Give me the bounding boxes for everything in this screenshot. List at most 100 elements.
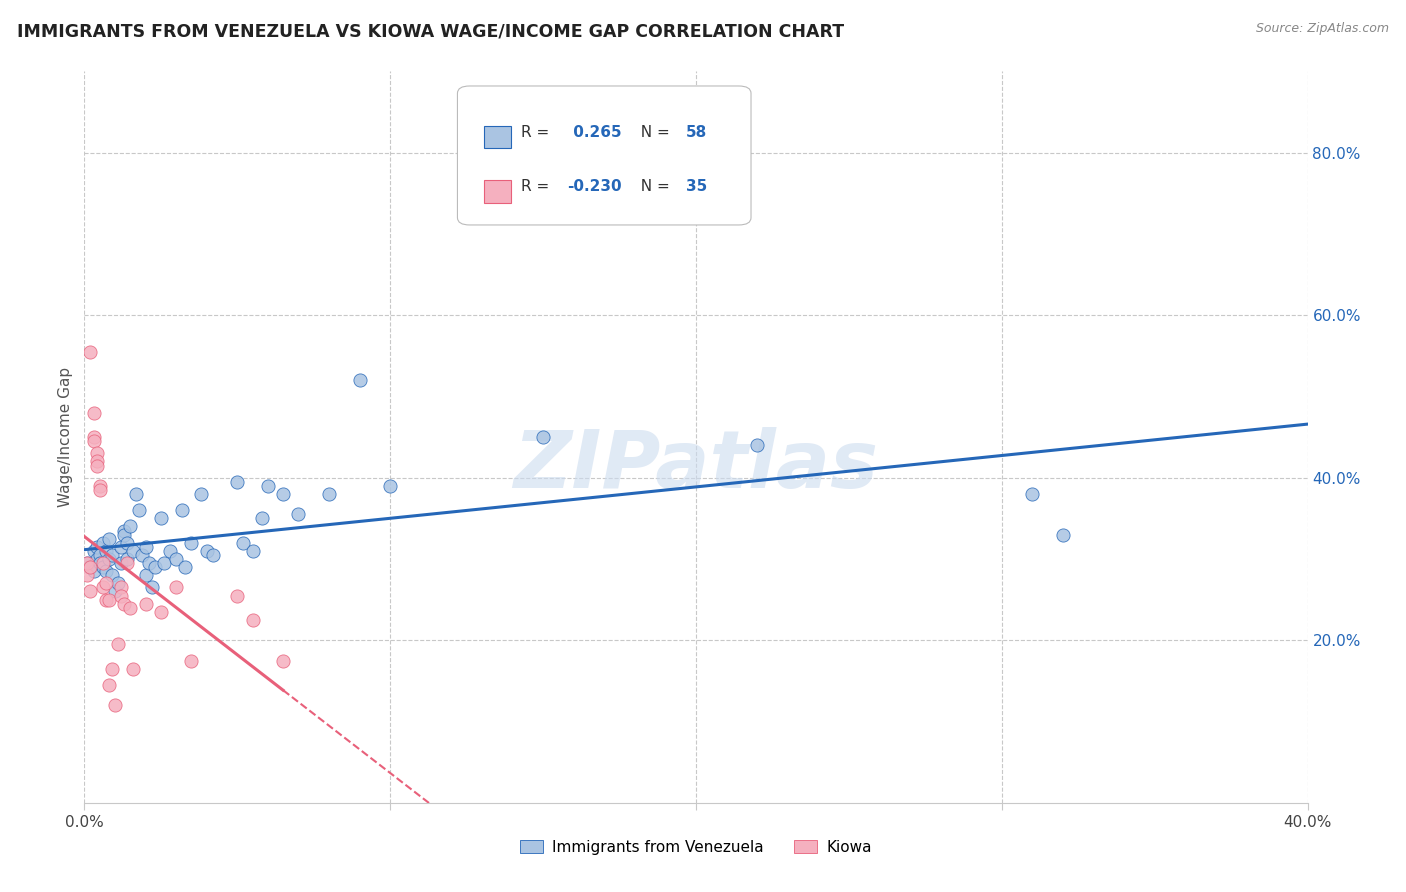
Point	[101, 548, 124, 562]
Point	[97, 552, 120, 566]
FancyBboxPatch shape	[457, 86, 751, 225]
Point	[747, 438, 769, 452]
Point	[232, 535, 254, 549]
Text: -0.230: -0.230	[568, 179, 623, 194]
Point	[110, 581, 132, 595]
Text: R =: R =	[522, 125, 554, 139]
Point	[89, 548, 111, 562]
Text: N =: N =	[631, 125, 675, 139]
Text: 0.265: 0.265	[568, 125, 621, 139]
Bar	[484, 180, 512, 203]
Point	[165, 552, 187, 566]
Point	[271, 487, 294, 501]
Text: 58: 58	[686, 125, 707, 139]
Point	[131, 548, 153, 562]
Point	[91, 535, 114, 549]
Point	[226, 475, 249, 489]
Point	[97, 532, 120, 546]
Point	[79, 584, 101, 599]
Point	[226, 589, 249, 603]
Point	[94, 592, 117, 607]
Point	[79, 560, 101, 574]
Point	[107, 637, 129, 651]
Point	[89, 556, 111, 570]
Point	[287, 508, 309, 522]
Point	[94, 564, 117, 578]
Point	[180, 654, 202, 668]
Point	[79, 560, 101, 574]
Point	[112, 524, 135, 538]
Point	[110, 540, 132, 554]
Point	[143, 560, 166, 574]
Point	[89, 479, 111, 493]
Text: R =: R =	[522, 179, 554, 194]
Point	[97, 592, 120, 607]
Point	[83, 544, 105, 558]
Point	[94, 544, 117, 558]
Point	[250, 511, 273, 525]
Point	[107, 576, 129, 591]
Text: 35: 35	[686, 179, 707, 194]
Point	[1021, 487, 1043, 501]
Point	[174, 560, 197, 574]
Point	[104, 698, 127, 713]
Point	[318, 487, 340, 501]
Point	[195, 544, 218, 558]
Point	[83, 434, 105, 449]
Point	[242, 544, 264, 558]
Point	[120, 600, 142, 615]
Point	[76, 556, 98, 570]
Point	[1052, 527, 1074, 541]
Point	[349, 373, 371, 387]
Point	[149, 511, 172, 525]
Point	[141, 581, 163, 595]
Point	[242, 613, 264, 627]
Point	[104, 584, 127, 599]
Point	[135, 568, 157, 582]
Point	[172, 503, 194, 517]
Point	[190, 487, 212, 501]
Point	[86, 552, 108, 566]
Point	[115, 535, 138, 549]
Point	[380, 479, 402, 493]
Point	[138, 556, 160, 570]
Point	[101, 568, 124, 582]
Point	[86, 540, 108, 554]
Point	[122, 662, 145, 676]
Point	[201, 548, 224, 562]
Point	[79, 344, 101, 359]
Text: ZIPatlas: ZIPatlas	[513, 427, 879, 506]
Point	[128, 503, 150, 517]
Point	[91, 581, 114, 595]
Point	[112, 527, 135, 541]
Point	[91, 560, 114, 574]
Point	[76, 556, 98, 570]
Text: N =: N =	[631, 179, 675, 194]
Point	[83, 564, 105, 578]
Point	[86, 446, 108, 460]
Point	[76, 568, 98, 582]
Point	[86, 454, 108, 468]
Point	[120, 519, 142, 533]
Point	[149, 605, 172, 619]
Point	[165, 581, 187, 595]
Point	[94, 576, 117, 591]
Point	[110, 556, 132, 570]
Point	[86, 458, 108, 473]
Point	[115, 552, 138, 566]
Text: IMMIGRANTS FROM VENEZUELA VS KIOWA WAGE/INCOME GAP CORRELATION CHART: IMMIGRANTS FROM VENEZUELA VS KIOWA WAGE/…	[17, 22, 844, 40]
Point	[135, 597, 157, 611]
Point	[83, 430, 105, 444]
Point	[83, 406, 105, 420]
Point	[159, 544, 181, 558]
Point	[115, 556, 138, 570]
Point	[91, 556, 114, 570]
Point	[153, 556, 176, 570]
Point	[125, 487, 148, 501]
Point	[271, 654, 294, 668]
Point	[112, 597, 135, 611]
Point	[531, 430, 554, 444]
Text: Source: ZipAtlas.com: Source: ZipAtlas.com	[1256, 22, 1389, 36]
Point	[180, 535, 202, 549]
Point	[89, 483, 111, 497]
